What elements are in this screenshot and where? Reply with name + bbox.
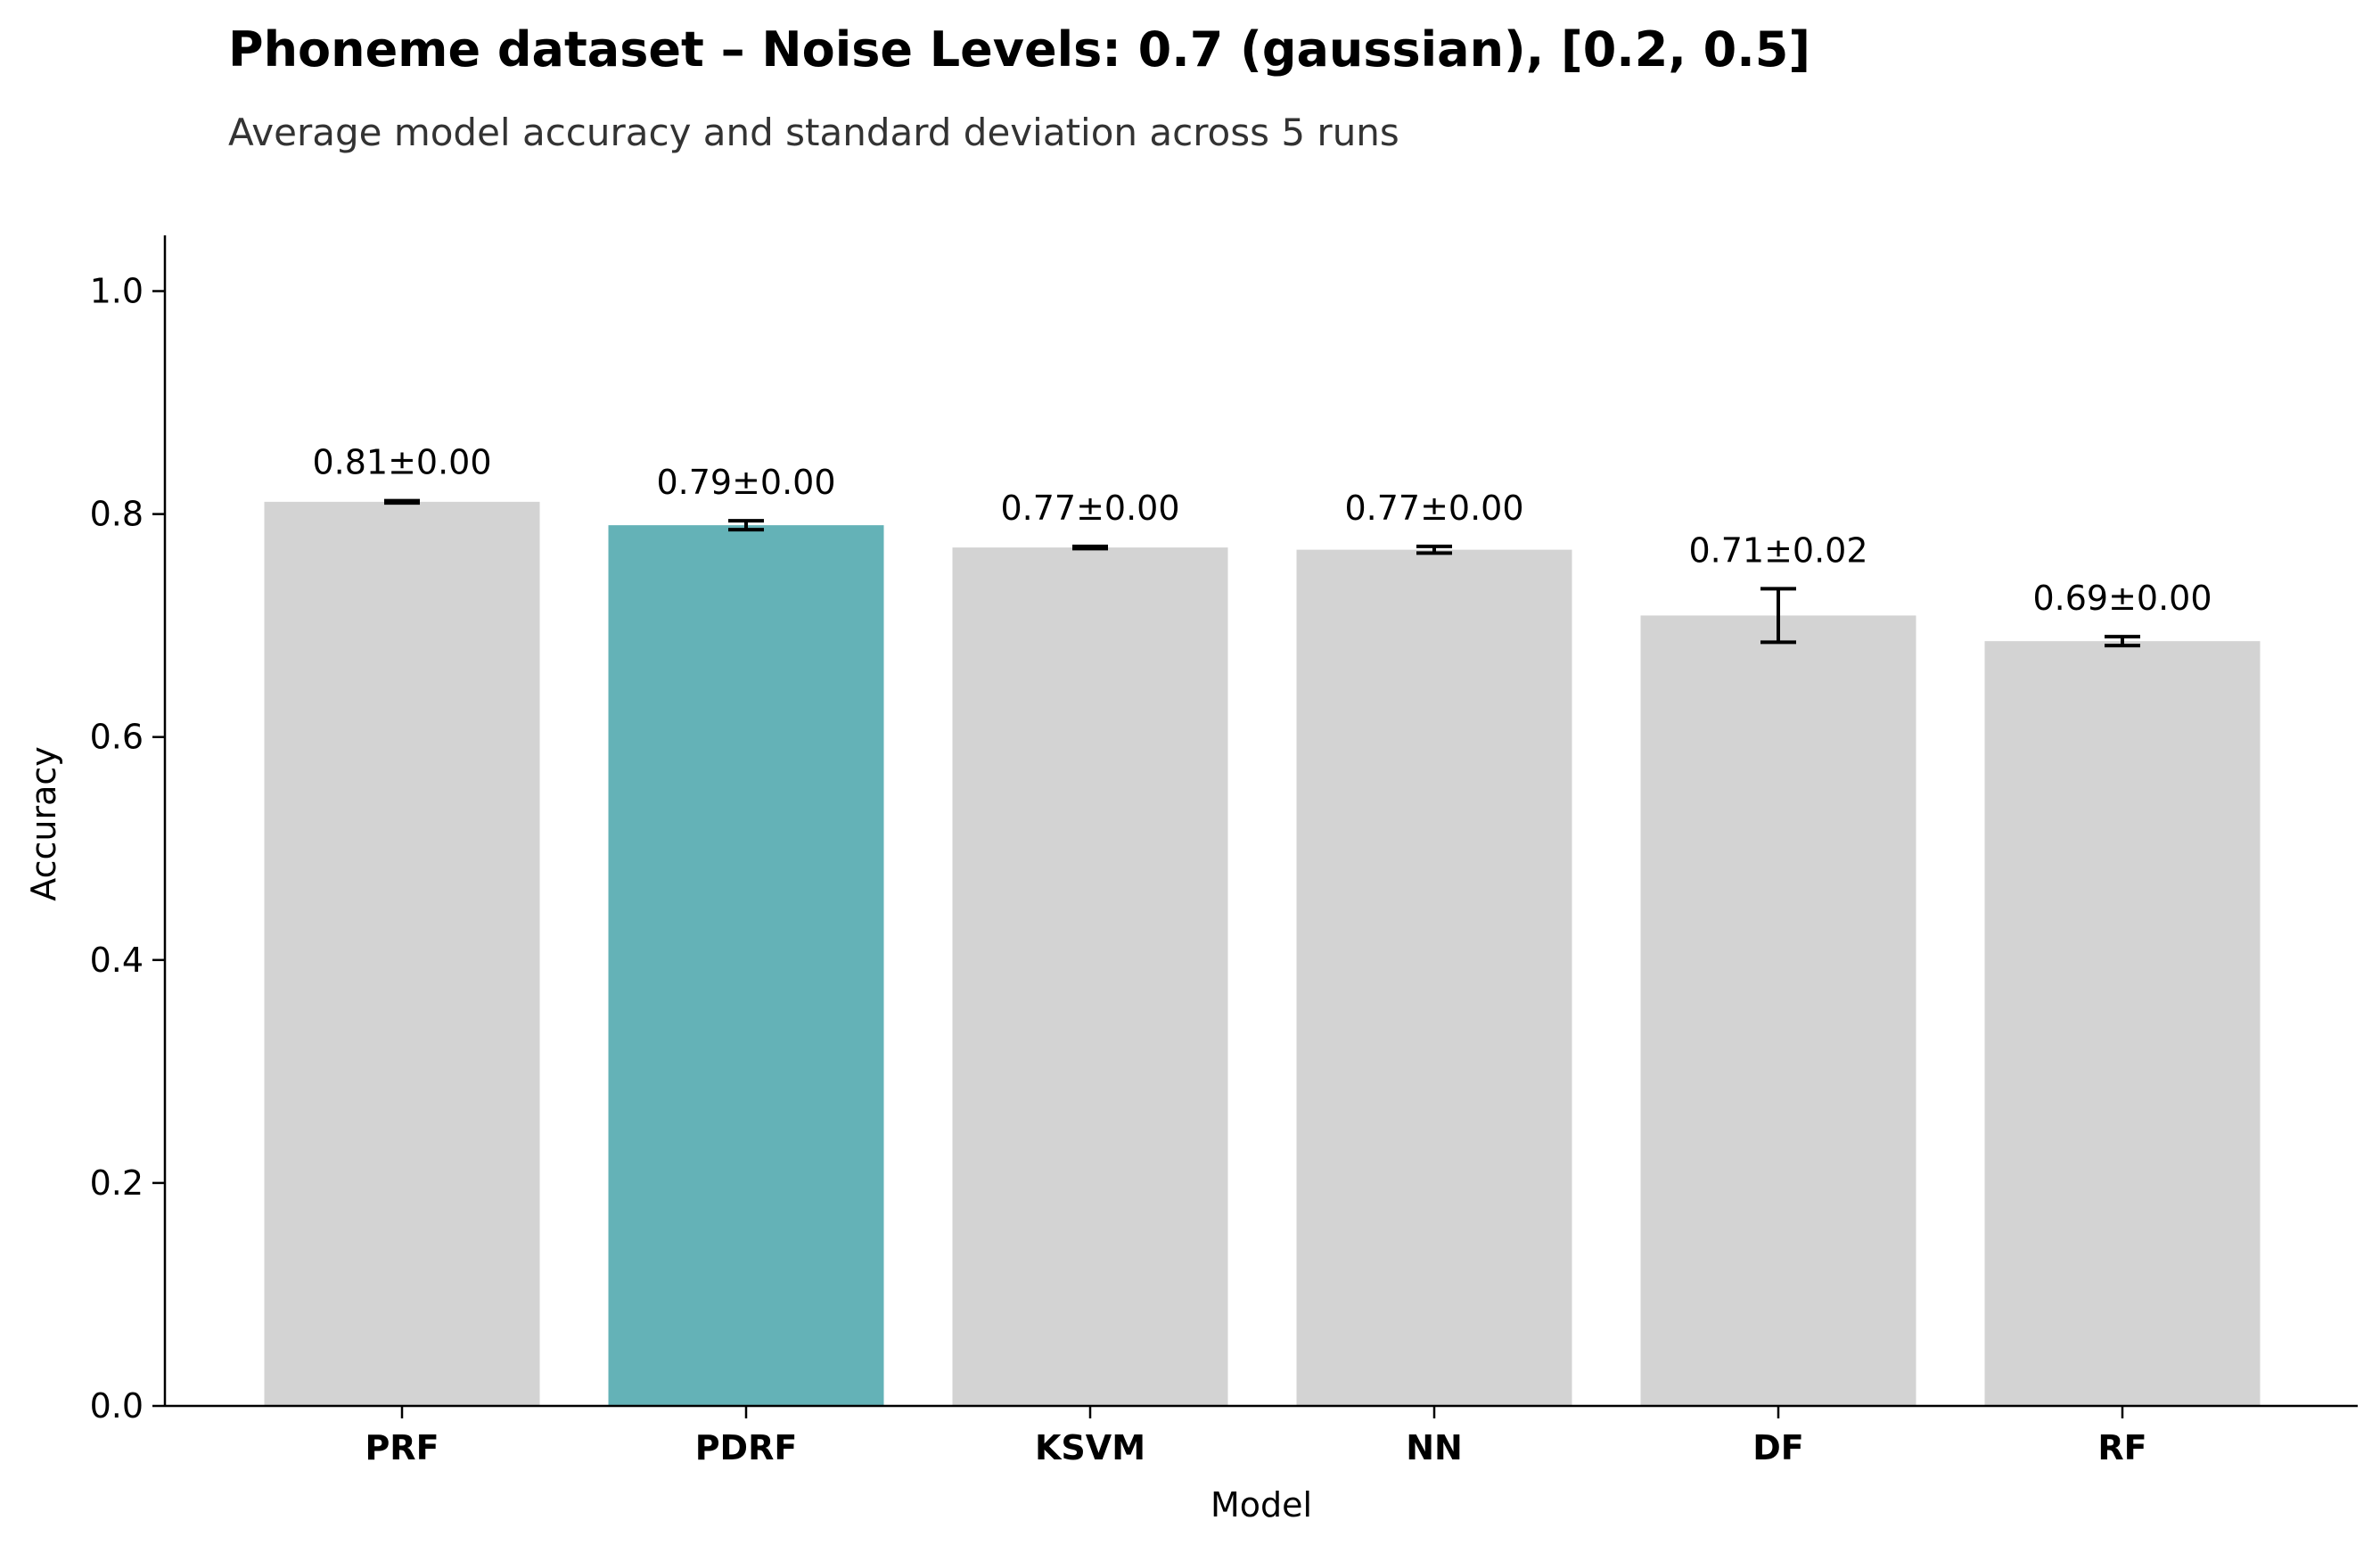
data-label-pdrf: 0.79±0.00 [656, 463, 835, 502]
data-labels-group: 0.81±0.00 0.79±0.00 0.77±0.00 0.77±0.00 0.71… [312, 443, 2212, 619]
data-label-ksvm: 0.77±0.00 [1000, 489, 1179, 528]
errorbars-group [384, 498, 2140, 648]
plot-area: 0.81±0.00 0.79±0.00 0.77±0.00 0.77±0.00 0.71… [90, 235, 2358, 1467]
bars-group [264, 501, 2261, 1406]
x-tick-label-df: DF [1752, 1428, 1804, 1467]
data-label-nn: 0.77±0.00 [1344, 489, 1523, 528]
y-tick-label: 0.6 [90, 718, 144, 757]
y-axis-label: Accuracy [24, 746, 63, 901]
data-label-df: 0.71±0.02 [1688, 530, 1867, 570]
bar-prf [264, 501, 540, 1406]
data-label-prf: 0.81±0.00 [312, 443, 491, 482]
data-label-rf: 0.69±0.00 [2032, 579, 2212, 618]
chart-title: Phoneme dataset – Noise Levels: 0.7 (gau… [228, 21, 1810, 78]
errorbar-ksvm [1072, 544, 1108, 551]
y-tick-label: 1.0 [90, 272, 144, 311]
errorbar-df [1760, 587, 1796, 645]
x-axis: PRF PDRF KSVM NN DF RF [165, 1404, 2358, 1467]
y-tick-label: 0.4 [90, 941, 144, 980]
chart-subtitle: Average model accuracy and standard devi… [228, 111, 1399, 154]
x-axis-label: Model [1211, 1485, 1312, 1524]
errorbar-prf [384, 498, 420, 505]
errorbar-nn [1416, 544, 1452, 555]
x-tick-label-pdrf: PDRF [695, 1428, 798, 1467]
bar-ksvm [952, 547, 1228, 1406]
errorbar-pdrf [728, 519, 764, 532]
bar-rf [1984, 641, 2261, 1406]
bar-df [1640, 615, 1916, 1406]
y-axis: 0.0 0.2 0.4 0.6 0.8 1.0 [90, 235, 167, 1426]
errorbar-rf [2105, 635, 2140, 648]
bar-nn [1296, 549, 1572, 1406]
x-tick-label-ksvm: KSVM [1035, 1428, 1145, 1467]
x-tick-label-nn: NN [1406, 1428, 1463, 1467]
x-tick-label-prf: PRF [365, 1428, 439, 1467]
y-tick-label: 0.2 [90, 1163, 144, 1203]
x-tick-label-rf: RF [2097, 1428, 2146, 1467]
y-tick-label: 0.0 [90, 1386, 144, 1426]
bar-pdrf [608, 525, 884, 1406]
y-tick-label: 0.8 [90, 495, 144, 534]
